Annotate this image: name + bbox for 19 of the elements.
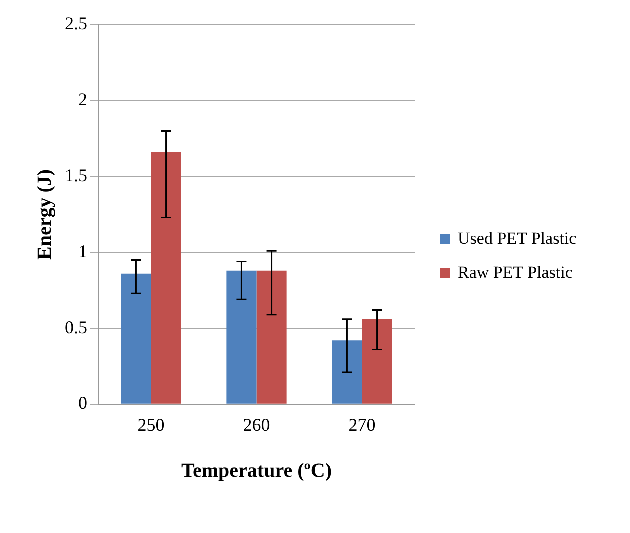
y-axis-title: Energy (J) — [34, 169, 56, 260]
legend-label: Used PET Plastic — [458, 229, 577, 249]
y-tick-label: 2 — [78, 90, 88, 110]
x-axis-title: Temperature (ºC) — [182, 460, 332, 482]
y-tick-label: 2.5 — [65, 14, 88, 34]
y-tick-label: 1 — [78, 241, 88, 262]
y-tick-label: 0 — [78, 393, 88, 414]
legend-label: Raw PET Plastic — [458, 263, 573, 283]
bar — [256, 270, 287, 404]
bar — [332, 340, 362, 404]
x-tick-label: 260 — [243, 414, 270, 435]
x-tick-label: 250 — [138, 414, 165, 435]
bar — [151, 152, 182, 404]
y-tick-label: 1.5 — [65, 165, 88, 186]
x-tick-label: 270 — [348, 414, 376, 435]
bar — [226, 270, 257, 404]
bar — [121, 274, 152, 404]
bar — [362, 319, 392, 404]
y-tick-label: 0.5 — [65, 317, 88, 338]
